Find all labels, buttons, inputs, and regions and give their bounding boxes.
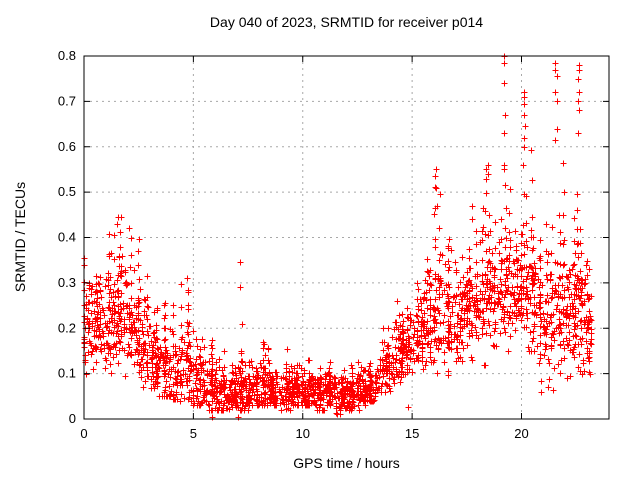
y-tick-label: 0.7 bbox=[58, 93, 76, 108]
y-tick-label: 0 bbox=[69, 411, 76, 426]
x-tick-label: 10 bbox=[296, 426, 310, 441]
y-tick-label: 0.8 bbox=[58, 48, 76, 63]
x-tick-label: 5 bbox=[190, 426, 197, 441]
y-tick-label: 0.2 bbox=[58, 320, 76, 335]
x-tick-label: 0 bbox=[80, 426, 87, 441]
y-tick-label: 0.5 bbox=[58, 184, 76, 199]
y-tick-label: 0.4 bbox=[58, 230, 76, 245]
x-axis-label: GPS time / hours bbox=[293, 455, 400, 471]
y-tick-label: 0.6 bbox=[58, 139, 76, 154]
chart-title: Day 040 of 2023, SRMTID for receiver p01… bbox=[209, 14, 484, 30]
scatter-points bbox=[81, 53, 595, 421]
x-tick-label: 20 bbox=[514, 426, 528, 441]
y-tick-label: 0.3 bbox=[58, 275, 76, 290]
x-tick-label: 15 bbox=[405, 426, 419, 441]
y-tick-label: 0.1 bbox=[58, 366, 76, 381]
